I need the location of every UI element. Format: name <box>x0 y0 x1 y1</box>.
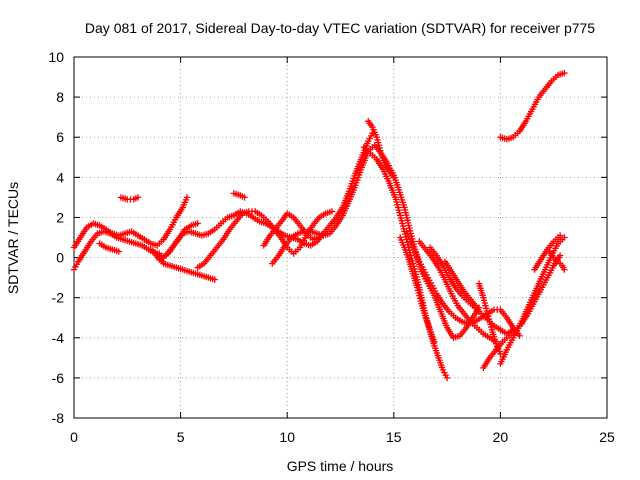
data-point <box>194 220 201 227</box>
x-tick-label: 15 <box>386 429 402 445</box>
data-point <box>556 252 564 259</box>
data-point <box>497 350 504 358</box>
y-tick-label: 0 <box>56 250 64 266</box>
data-point <box>443 374 451 382</box>
series-track-p <box>475 280 504 358</box>
y-axis-label: SDTVAR / TECUs <box>5 182 21 294</box>
data-point <box>328 208 336 215</box>
data-point <box>183 194 191 201</box>
y-tick-label: 4 <box>56 169 64 185</box>
data-point <box>561 69 568 77</box>
series-track-u <box>497 69 568 143</box>
series-track-e <box>156 130 376 261</box>
series-track-h <box>260 210 323 249</box>
series-track-s <box>531 232 564 273</box>
x-axis-ticks: 0 5 10 15 20 25 <box>70 57 615 445</box>
plot-border <box>73 56 608 419</box>
series-track-t <box>546 248 568 273</box>
y-tick-label: 10 <box>48 49 64 65</box>
series-track-d <box>147 246 218 283</box>
data-point <box>115 248 122 255</box>
x-tick-label: 20 <box>493 429 509 445</box>
x-axis-label: GPS time / hours <box>287 458 394 474</box>
data-point <box>556 232 564 239</box>
plot-frame <box>73 56 608 419</box>
x-tick-label: 0 <box>70 429 78 445</box>
series-track-k <box>396 234 438 345</box>
x-tick-label: 5 <box>177 429 185 445</box>
series-track-c <box>117 194 142 203</box>
x-tick-label: 25 <box>599 429 615 445</box>
series-track-g <box>230 190 248 201</box>
data-point <box>431 338 438 345</box>
series-track-v <box>96 240 122 255</box>
y-tick-label: 2 <box>56 209 64 225</box>
series-track-f <box>194 208 336 271</box>
series-track-a <box>70 194 191 251</box>
x-tick-label: 10 <box>279 429 295 445</box>
y-tick-label: 6 <box>56 129 64 145</box>
y-tick-label: -4 <box>52 330 65 346</box>
data-point <box>134 194 142 201</box>
y-axis-ticks: -8 -6 -4 -2 0 2 4 6 8 10 <box>48 49 607 426</box>
series-track-m <box>416 238 500 345</box>
chart-title: Day 081 of 2017, Sidereal Day-to-day VTE… <box>85 20 595 36</box>
y-tick-label: -8 <box>52 410 65 426</box>
data-point <box>473 304 481 311</box>
series-track-w <box>365 117 397 181</box>
data-point <box>561 266 568 273</box>
data-point <box>561 234 568 241</box>
data-series <box>70 69 568 382</box>
y-tick-label: -6 <box>52 370 65 386</box>
data-point <box>211 276 218 283</box>
y-tick-label: 8 <box>56 89 64 105</box>
data-point <box>241 194 248 201</box>
series-track-o <box>441 258 481 311</box>
data-point <box>390 174 397 181</box>
y-tick-label: -2 <box>52 290 65 306</box>
